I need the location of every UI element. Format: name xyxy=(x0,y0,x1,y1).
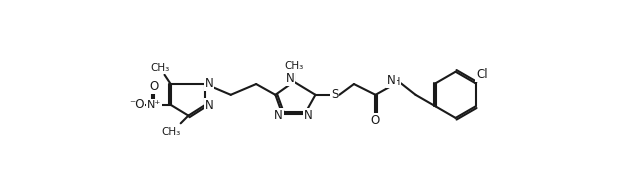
Text: N: N xyxy=(304,109,313,122)
Text: Cl: Cl xyxy=(476,68,487,81)
Text: N: N xyxy=(274,109,283,122)
Text: N: N xyxy=(205,99,214,112)
Text: CH₃: CH₃ xyxy=(162,127,181,137)
Text: N: N xyxy=(286,72,295,85)
Text: S: S xyxy=(331,88,338,101)
Text: CH₃: CH₃ xyxy=(150,63,169,73)
Text: N⁺: N⁺ xyxy=(147,100,161,110)
Text: N: N xyxy=(387,74,396,88)
Text: CH₃: CH₃ xyxy=(284,61,303,71)
Text: O: O xyxy=(371,114,380,127)
Text: N: N xyxy=(205,77,214,90)
Text: O: O xyxy=(149,80,159,93)
Text: H: H xyxy=(392,77,400,87)
Text: ⁻O: ⁻O xyxy=(129,98,145,111)
